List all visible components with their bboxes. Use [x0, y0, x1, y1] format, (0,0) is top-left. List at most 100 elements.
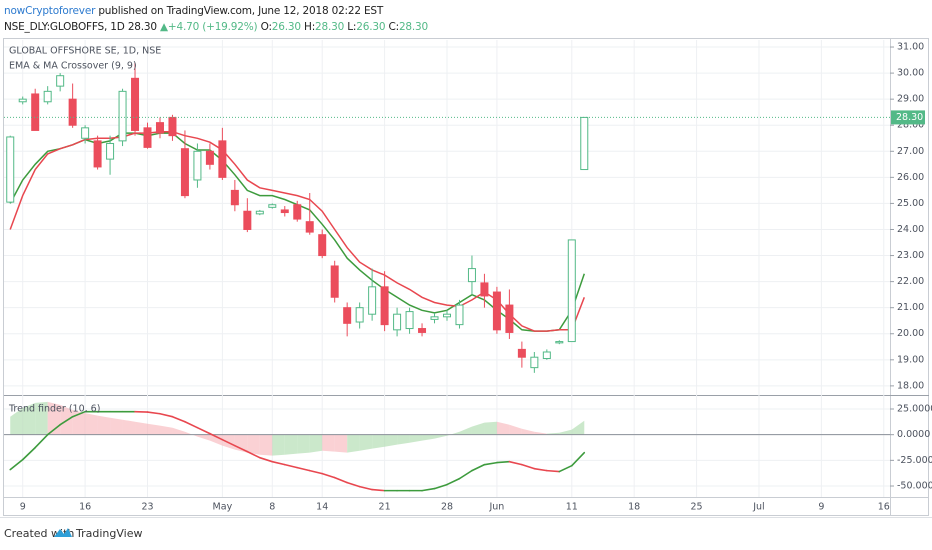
symbol: NSE_DLY:GLOBOFFS, 1D: [4, 21, 125, 33]
symbol-line: NSE_DLY:GLOBOFFS, 1D 28.30 ▲+4.70 (+19.9…: [4, 21, 428, 33]
area-segment: [147, 423, 160, 435]
candle-body: [193, 150, 202, 181]
brand[interactable]: TradingView: [76, 527, 143, 540]
area-segment: [297, 434, 310, 454]
last-price-label: 28.30: [896, 112, 923, 123]
area-segment: [135, 421, 148, 435]
change: +4.70 (+19.92%): [167, 21, 258, 33]
trend-line-segment: [446, 477, 461, 486]
trend-line-segment: [196, 426, 211, 435]
candle-body: [517, 348, 526, 358]
candle-body: [268, 204, 277, 208]
trend-line-segment: [283, 463, 299, 469]
pane-subtitle: EMA & MA Crossover (9, 9): [9, 61, 137, 72]
candle-body: [180, 148, 189, 197]
trend-line-segment: [71, 410, 86, 418]
candle-body: [293, 204, 302, 220]
candle-body: [205, 150, 214, 165]
trend-line-segment: [171, 415, 186, 423]
area-segment: [272, 434, 285, 456]
trend-line-segment: [521, 463, 536, 470]
trend-line-segment: [159, 412, 174, 418]
area-segment: [459, 426, 472, 435]
low: 26.30: [356, 21, 386, 33]
x-tick-label: 9: [20, 502, 26, 513]
area-segment: [571, 420, 585, 435]
area-segment: [496, 421, 510, 435]
trend-line-segment: [234, 444, 249, 453]
candle-body: [255, 210, 264, 215]
area-segment: [22, 402, 36, 435]
area-segment: [159, 425, 173, 435]
area-segment: [534, 431, 547, 435]
area-segment: [384, 434, 398, 447]
trend-line-segment: [308, 469, 324, 475]
candle-body: [155, 122, 164, 134]
published: published on TradingView.com, June 12, 2…: [98, 5, 384, 17]
x-tick-label: 18: [628, 502, 640, 513]
y-tick-label: -25.0000: [897, 455, 932, 466]
candle-body: [318, 234, 327, 257]
y-tick-label: 24.00: [897, 224, 924, 235]
candle-body: [580, 116, 589, 171]
last-price-box: [891, 110, 925, 125]
high: 28.30: [315, 21, 345, 33]
trend-line-segment: [421, 487, 436, 492]
area-segment: [172, 427, 185, 435]
trend-line-segment: [346, 481, 361, 488]
x-tick-label: Jul: [752, 502, 764, 513]
candle-body: [143, 127, 152, 148]
trend-line-segment: [146, 411, 161, 415]
area-segment: [10, 407, 23, 435]
trend-line-segment: [296, 466, 311, 472]
trend-line-segment: [433, 483, 448, 490]
candle-body: [280, 209, 289, 214]
area-segment: [284, 434, 298, 455]
area-segment: [309, 434, 323, 453]
y-tick-label: 28.00: [897, 120, 924, 131]
trend-line-segment: [371, 488, 386, 492]
candle-body: [81, 127, 90, 139]
area-segment: [422, 434, 435, 441]
trend-line-segment: [471, 463, 486, 472]
area-segment: [122, 419, 136, 435]
area-segment: [259, 434, 273, 456]
candle-body: [505, 304, 514, 333]
h-label: H:: [304, 21, 316, 33]
trend-line-segment: [209, 432, 224, 441]
area-segment: [197, 434, 210, 441]
x-tick-label: 16: [79, 502, 91, 513]
area-segment: [322, 434, 335, 452]
candle-body: [355, 307, 364, 323]
x-tick-label: 16: [878, 502, 890, 513]
pane-title: GLOBAL OFFSHORE SE, 1D, NSE: [9, 46, 161, 57]
candle-body: [530, 356, 539, 369]
x-tick-label: 8: [269, 502, 275, 513]
x-tick-label: 21: [379, 502, 391, 513]
area-segment: [359, 434, 373, 451]
trend-line-segment: [333, 476, 348, 484]
candle-body: [168, 116, 177, 137]
author[interactable]: nowCryptoforever: [4, 5, 96, 17]
trend-line-segment: [184, 420, 199, 429]
x-tick-label: 11: [566, 502, 578, 513]
x-tick-label: 25: [691, 502, 703, 513]
candle-body: [93, 140, 102, 168]
pane-title: Trend finder (10, 6): [8, 404, 100, 415]
area-segment: [35, 401, 48, 435]
candle-body: [6, 136, 15, 203]
x-tick-label: Jun: [488, 502, 504, 513]
area-segment: [521, 428, 535, 435]
area-segment: [471, 422, 485, 435]
area-segment: [97, 415, 111, 435]
candle-body: [43, 90, 52, 103]
candle-body: [405, 311, 414, 330]
candle-body: [430, 316, 439, 320]
candle-body: [343, 307, 352, 324]
y-tick-label: 29.00: [897, 94, 924, 105]
trend-line-segment: [34, 433, 49, 449]
y-tick-label: 22.00: [897, 276, 924, 287]
x-tick-label: 9: [818, 502, 824, 513]
